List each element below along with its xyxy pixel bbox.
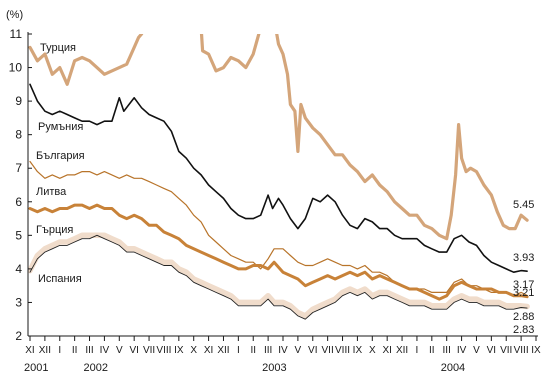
x-tick-label: VI <box>129 345 138 356</box>
x-tick-label: III <box>443 345 451 356</box>
series-end-value-label: 2.88 <box>513 311 534 323</box>
x-tick-label: VIII <box>335 345 350 356</box>
x-tick-label: III <box>264 345 272 356</box>
y-tick-label: 11 <box>10 27 23 41</box>
series-line-5 <box>28 232 530 319</box>
series-line-1 <box>28 34 529 241</box>
x-year-label: 2004 <box>441 362 465 374</box>
x-year-label: 2001 <box>24 362 48 374</box>
x-tick-label: I <box>58 345 61 356</box>
x-tick-label: VIII <box>514 345 529 356</box>
x-tick-label: XII <box>39 345 51 356</box>
x-tick-label: XI <box>382 345 391 356</box>
x-tick-label: V <box>295 345 302 356</box>
x-tick-label: XI <box>25 345 34 356</box>
x-tick-label: II <box>250 345 256 356</box>
x-tick-label: IV <box>457 345 467 356</box>
series-name-label: Испания <box>38 273 82 285</box>
series-end-value-label: 3.17 <box>513 279 534 291</box>
x-tick-label: XII <box>396 345 408 356</box>
x-tick-label: IV <box>100 345 110 356</box>
series-line-3 <box>29 160 528 297</box>
x-year-label: 2003 <box>262 362 286 374</box>
series-end-value-label: 5.45 <box>513 199 534 211</box>
series-name-label: Гърция <box>36 224 73 236</box>
y-tick-label: 6 <box>15 195 22 209</box>
series-line-6 <box>29 234 528 320</box>
x-tick-label: IV <box>278 345 288 356</box>
x-tick-label: I <box>237 345 240 356</box>
x-tick-label: V <box>116 345 123 356</box>
x-tick-label: X <box>369 345 376 356</box>
x-tick-label: III <box>85 345 93 356</box>
series-end-value-label: 3.21 <box>513 287 534 299</box>
x-tick-label: VII <box>143 345 155 356</box>
series-end-value-label: 3.93 <box>513 252 534 264</box>
series-name-label: Турция <box>40 42 76 54</box>
y-axis-unit-label: (%) <box>6 9 23 21</box>
x-tick-label: XI <box>204 345 213 356</box>
x-tick-label: I <box>416 345 419 356</box>
x-tick-label: VI <box>308 345 317 356</box>
x-tick-label: X <box>190 345 197 356</box>
y-tick-label: 2 <box>15 329 22 343</box>
x-tick-label: VII <box>322 345 334 356</box>
y-tick-label: 3 <box>15 295 22 309</box>
series-layer <box>28 34 530 320</box>
x-tick-label: II <box>72 345 78 356</box>
x-tick-label: VII <box>500 345 512 356</box>
y-tick-label: 7 <box>15 161 22 175</box>
series-name-label: България <box>36 150 85 162</box>
x-tick-label: IX <box>353 345 363 356</box>
x-tick-label: VI <box>487 345 496 356</box>
y-tick-label: 4 <box>15 262 22 276</box>
y-tick-label: 5 <box>15 228 22 242</box>
x-tick-label: VIII <box>156 345 171 356</box>
y-tick-label: 10 <box>9 61 23 75</box>
x-tick-label: IX <box>174 345 184 356</box>
x-tick-label: IX <box>531 345 541 356</box>
y-tick-label: 8 <box>15 128 22 142</box>
series-name-label: Румъния <box>38 121 83 133</box>
x-tick-label: II <box>429 345 435 356</box>
series-labels: Турция Румъния България Литва Гърция Испания 5… <box>36 42 534 336</box>
series-end-value-label: 2.83 <box>513 324 534 336</box>
x-tick-label: XII <box>217 345 229 356</box>
series-line-2 <box>29 83 528 273</box>
series-name-label: Литва <box>36 186 67 198</box>
x-year-label: 2002 <box>84 362 108 374</box>
series-line-4 <box>28 203 529 301</box>
x-tick-label: V <box>473 345 480 356</box>
y-tick-label: 9 <box>15 94 22 108</box>
